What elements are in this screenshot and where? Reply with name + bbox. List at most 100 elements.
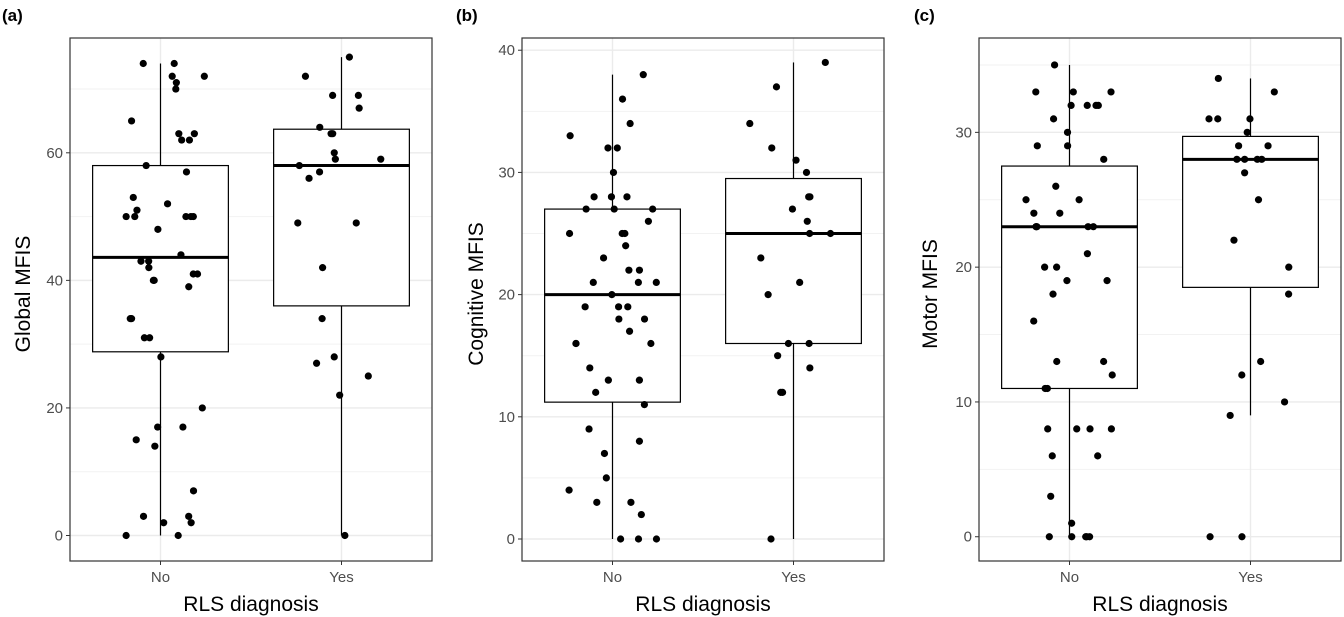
panel-c-point bbox=[1068, 533, 1076, 541]
panel-b-box bbox=[725, 177, 862, 345]
panel-a-point bbox=[185, 512, 193, 520]
panel-b-y-tick-label: 0 bbox=[507, 531, 515, 548]
panel-a-point bbox=[312, 359, 321, 367]
panel-c-point bbox=[1044, 425, 1052, 433]
panel-a-point bbox=[172, 85, 180, 93]
panel-b-point bbox=[778, 388, 787, 396]
panel-b-point bbox=[585, 425, 593, 433]
panel-a-point bbox=[187, 519, 195, 527]
panel-b-point bbox=[644, 217, 653, 225]
panel-c-point bbox=[1045, 533, 1053, 541]
panel-b-point bbox=[772, 83, 781, 91]
panel-b-point bbox=[582, 205, 590, 213]
panel-a-point bbox=[355, 104, 363, 112]
panel-b-point bbox=[593, 498, 601, 506]
panel-a-point bbox=[315, 168, 324, 176]
panel-b-y-axis-title: Cognitive MFIS bbox=[465, 222, 488, 366]
panel-b-point bbox=[600, 449, 609, 458]
panel-c-point bbox=[1067, 101, 1075, 109]
panel-a-x-axis-title: RLS diagnosis bbox=[183, 593, 318, 616]
panel-c-y-axis-title: Motor MFIS bbox=[919, 239, 942, 349]
panel-a-point bbox=[345, 53, 353, 61]
panel-a-point bbox=[178, 136, 186, 144]
panel-a-point bbox=[122, 212, 130, 221]
panel-c-point bbox=[1032, 88, 1040, 96]
panel-b-point bbox=[566, 132, 574, 140]
panel-b-point bbox=[586, 364, 594, 372]
panel-b-point bbox=[592, 388, 600, 396]
panel-c-point bbox=[1270, 88, 1278, 96]
panel-c-point bbox=[1233, 155, 1241, 163]
panel-b-point bbox=[821, 58, 829, 67]
panel-b-y-tick-label: 20 bbox=[498, 287, 515, 304]
panel-a-point bbox=[185, 136, 194, 144]
panel-a-border bbox=[69, 37, 433, 562]
panel-b-point bbox=[614, 303, 623, 311]
panel-a-y-tick-label: 60 bbox=[46, 145, 63, 162]
panel-c-point bbox=[1100, 155, 1108, 163]
panel-c-point bbox=[1280, 398, 1289, 406]
panel-a-point bbox=[145, 264, 153, 272]
panel-b-point bbox=[652, 278, 660, 286]
panel-b-point bbox=[647, 339, 655, 348]
panel-b-point bbox=[565, 486, 573, 494]
panel-c-x-tick-label: No bbox=[1060, 569, 1079, 586]
panel-c-box bbox=[1001, 165, 1138, 390]
panel-b-point bbox=[796, 278, 804, 286]
panel-b-point bbox=[788, 205, 797, 213]
panel-a-y-tick-label: 0 bbox=[55, 527, 63, 544]
panel-b-point bbox=[637, 510, 645, 519]
panel-c-point bbox=[1238, 533, 1246, 541]
panel-b-point bbox=[589, 278, 597, 286]
panel-c-point bbox=[1103, 277, 1111, 285]
panel-c-point bbox=[1254, 196, 1263, 204]
panel-b-point bbox=[805, 339, 813, 348]
panel-a-point bbox=[305, 174, 313, 182]
panel-a-point bbox=[329, 91, 337, 100]
panel-a-x-tick-label: No bbox=[151, 569, 170, 586]
panel-b-point bbox=[652, 535, 661, 543]
panel-a-y-axis-title: Global MFIS bbox=[12, 236, 35, 353]
panel-a-point bbox=[139, 512, 148, 520]
panel-c-point bbox=[1230, 236, 1238, 244]
panel-b-point bbox=[826, 229, 835, 238]
panel-c-point bbox=[1075, 196, 1083, 204]
panel-c-point bbox=[1047, 492, 1055, 500]
panel-b-point bbox=[602, 474, 610, 482]
panel-b-point bbox=[627, 498, 635, 506]
panel-a-point bbox=[182, 212, 190, 221]
panel-c-point bbox=[1214, 74, 1222, 83]
panel-a-point bbox=[330, 149, 338, 157]
panel-a-point bbox=[146, 334, 154, 342]
panel-a-x-tick-label: Yes bbox=[329, 569, 353, 586]
panel-c-point bbox=[1107, 88, 1115, 96]
panel-c-point bbox=[1056, 209, 1064, 217]
panel-c-point bbox=[1094, 452, 1102, 460]
panel-c-point bbox=[1205, 115, 1213, 123]
panel-a-point bbox=[129, 193, 137, 202]
panel-c-point bbox=[1226, 411, 1234, 420]
panel-c-point bbox=[1030, 209, 1038, 217]
panel-a-point bbox=[126, 315, 134, 323]
panel-c-y-tick-label: 10 bbox=[955, 394, 972, 411]
panel-b-point bbox=[615, 315, 623, 323]
panel-a-point bbox=[341, 531, 349, 540]
panel-a-point bbox=[331, 155, 339, 163]
panel-b-point bbox=[634, 278, 642, 286]
panel-b-y-tick-label: 30 bbox=[498, 164, 515, 181]
panel-a-point bbox=[174, 531, 182, 540]
panel-b-point bbox=[635, 266, 644, 274]
panel-c-point bbox=[1253, 155, 1261, 163]
panel-a-label: (a) bbox=[2, 6, 23, 25]
panel-c-point bbox=[1092, 101, 1100, 109]
panel-b-box bbox=[544, 208, 681, 403]
panel-a-point bbox=[190, 130, 198, 138]
panel-b-border bbox=[521, 37, 885, 562]
panel-a-point bbox=[179, 423, 187, 431]
panel-a-point bbox=[154, 423, 162, 431]
panel-c-point bbox=[1108, 371, 1116, 379]
panel-a-point bbox=[364, 372, 372, 380]
panel-c-y-tick-label: 20 bbox=[955, 259, 972, 276]
panel-b-point bbox=[625, 266, 633, 274]
